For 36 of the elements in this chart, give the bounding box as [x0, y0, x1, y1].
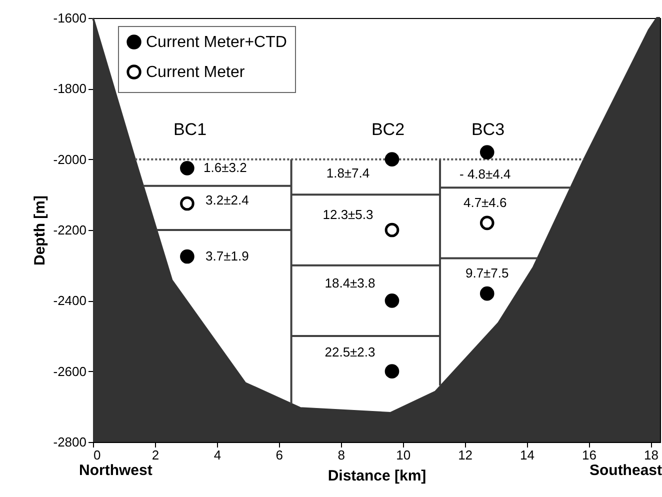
- text: Southeast: [589, 462, 662, 479]
- data-label: 18.4±3.8: [324, 276, 376, 291]
- text: Northwest: [79, 462, 152, 479]
- annotation: BC1: [173, 120, 207, 139]
- y-tick-label: -2400: [53, 293, 86, 308]
- x-axis-title: Distance [km]: [328, 468, 426, 484]
- y-tick-label: -2600: [53, 364, 86, 379]
- data-label: - 4.8±4.4: [459, 166, 511, 182]
- data-label: 3.2±2.4: [206, 192, 249, 208]
- y-tick-label: -1600: [53, 10, 86, 26]
- data-label: 3.7±1.9: [206, 248, 249, 264]
- y-tick-label: -2800: [53, 434, 86, 450]
- data-label: 9.7±7.5: [465, 266, 509, 281]
- y-tick-label: -2000: [53, 152, 86, 167]
- x-tick-label: 6: [276, 448, 284, 462]
- x-tick-label: 14: [520, 448, 535, 462]
- y-axis-title: Depth [m]: [31, 196, 48, 266]
- annotation: BC2: [371, 120, 405, 139]
- data-label: 22.5±2.3: [324, 344, 376, 360]
- legend-label: Current Meter: [146, 64, 246, 81]
- data-label: 12.3±5.3: [322, 207, 374, 222]
- annotation: BC3: [471, 120, 505, 139]
- x-tick-label: 8: [338, 448, 345, 462]
- legend-label: Current Meter+CTD: [146, 34, 287, 51]
- x-tick-label: 16: [582, 448, 596, 462]
- data-label: 1.6±3.2: [204, 160, 247, 176]
- x-tick-label: 2: [152, 448, 160, 462]
- x-tick-label: 12: [458, 448, 473, 462]
- x-tick-label: 4: [214, 448, 222, 462]
- x-tick-label: 0: [94, 448, 101, 462]
- x-tick-label: 18: [644, 448, 658, 462]
- y-tick-label: -2200: [53, 222, 86, 238]
- x-tick-label: 10: [396, 448, 411, 462]
- data-label: 1.8±7.4: [326, 165, 370, 180]
- data-label: 4.7±4.6: [463, 194, 507, 210]
- y-tick-label: -1800: [53, 81, 86, 96]
